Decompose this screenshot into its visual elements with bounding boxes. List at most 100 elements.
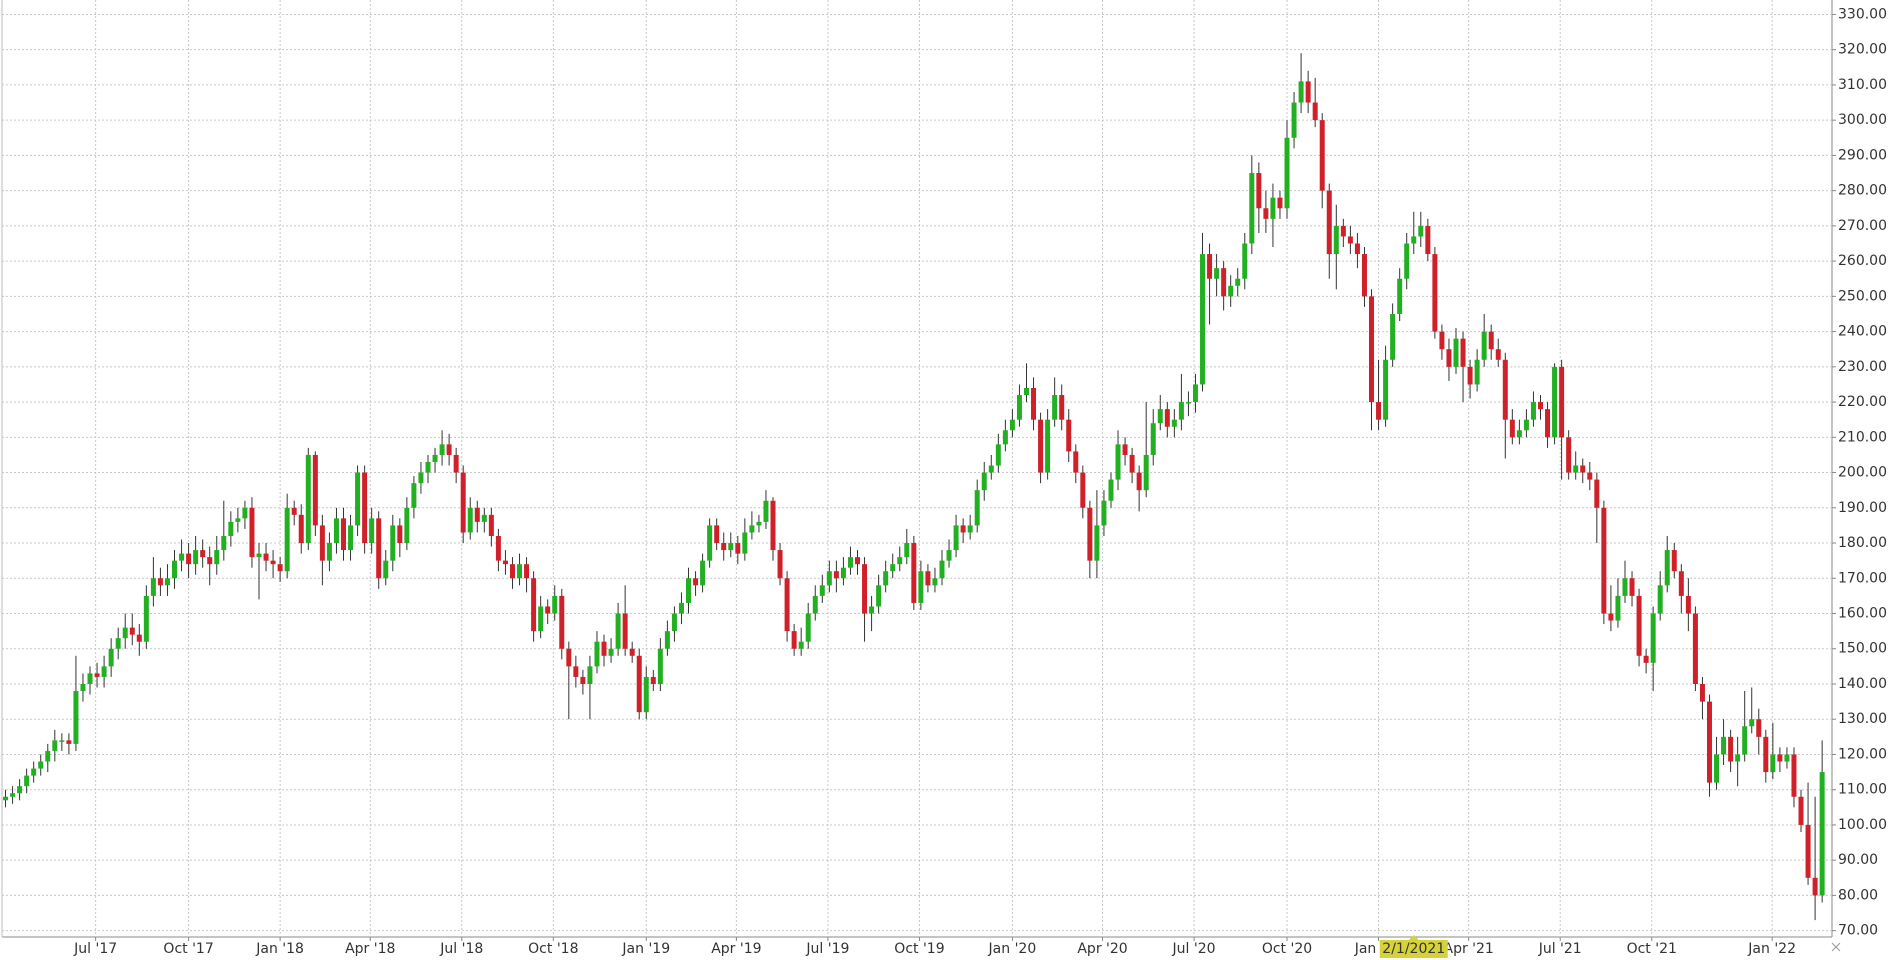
y-tick-label: 240.00 [1838,324,1887,340]
candle-body [869,606,875,614]
candle-body [228,521,234,536]
candle-body [573,666,579,677]
candle-body [946,550,952,561]
candle-body [1376,402,1382,420]
candle-body [1650,613,1656,663]
candle-body [904,543,910,558]
candle-body [608,648,614,656]
candle-body [1080,472,1086,508]
candle-body [291,507,297,515]
x-tick-label: Apr '21 [1444,941,1494,957]
candle-body [974,490,980,526]
candle-body [10,793,16,797]
candle-body [495,535,501,561]
candle-body [1122,444,1128,455]
y-tick-label: 300.00 [1838,112,1887,128]
candle-body [270,560,276,565]
candle-body [193,550,199,565]
candle-body [172,560,178,579]
candle-body [1791,754,1797,797]
candle-body [31,768,37,776]
candle-body [855,557,861,565]
crosshair-label-bg [1379,940,1448,958]
candle-body [1706,701,1712,783]
y-tick-label: 110.00 [1838,782,1887,798]
candle-body [784,578,790,632]
candle-body [418,472,424,484]
candle-body [1819,772,1825,896]
candle-body [200,550,206,558]
x-tick-label: Oct '19 [894,941,944,957]
candle-body [911,543,917,603]
candle-body [256,553,262,558]
candle-body [1601,507,1607,614]
candle-body [770,500,776,551]
candle-body [622,613,628,649]
candle-body [1573,465,1579,473]
candle-body [939,560,945,579]
candle-body [819,585,825,596]
candle-body [1305,81,1311,103]
candle-body [1031,387,1037,420]
candle-body [700,560,706,586]
candle-body [179,553,185,561]
candle-body [1178,402,1184,420]
candle-body [1629,578,1635,596]
candle-body [122,627,128,639]
candle-body [488,514,494,536]
candle-body [1009,419,1015,431]
candle-body [1059,395,1065,420]
candle-body [967,525,973,533]
candle-body [826,571,832,586]
y-tick-label: 170.00 [1838,570,1887,586]
x-tick-label: Oct '17 [163,941,213,957]
x-tick-label: Jul '17 [73,941,117,957]
candle-body [517,564,523,579]
candle-body [1545,409,1551,438]
candle-body [284,507,290,572]
candle-body [953,525,959,551]
candle-body [1495,349,1501,360]
candle-body [918,571,924,603]
candle-body [580,676,586,684]
candle-body [1763,736,1769,773]
x-tick-label: Jan '22 [1747,941,1796,957]
candle-body [988,465,994,473]
candle-body [1488,331,1494,350]
candle-body [615,613,621,649]
candle-body [840,567,846,579]
candle-body [1580,465,1586,473]
candle-body [1699,683,1705,702]
candle-body [1446,349,1452,367]
candle-body [1770,754,1776,773]
candle-body [305,454,311,544]
x-tick-label: Oct '21 [1627,941,1677,957]
candle-body [1742,726,1748,755]
candle-body [1784,754,1790,762]
candle-body [235,518,241,522]
candle-body [756,521,762,526]
candle-body [432,454,438,462]
y-tick-label: 160.00 [1838,606,1887,622]
candle-body [474,507,480,522]
candle-body [509,564,515,579]
candle-body [1756,719,1762,737]
candle-body [1298,81,1304,103]
candle-body [362,472,368,544]
candle-body [355,472,361,526]
candle-body [1749,719,1755,727]
candle-body [460,472,466,533]
candle-body [897,557,903,565]
candle-body [369,518,375,544]
candle-body [38,761,44,769]
corner-icon[interactable] [1831,942,1841,952]
y-tick-label: 310.00 [1838,77,1887,93]
x-tick-label: Jan '19 [621,941,670,957]
candle-body [1354,243,1360,255]
candle-body [3,796,9,801]
candle-body [1537,402,1543,410]
candle-body [1397,278,1403,314]
candle-body [650,676,656,684]
candle-body [847,557,853,568]
